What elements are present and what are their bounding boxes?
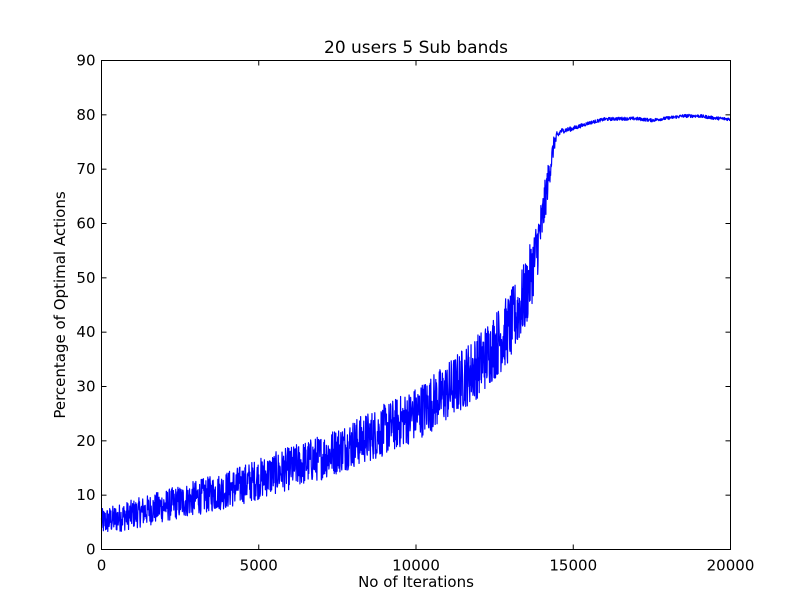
y-tick-label: 40 — [76, 323, 95, 341]
y-tick-label: 90 — [76, 52, 95, 70]
x-tick-label: 10000 — [392, 557, 440, 575]
y-tick-label: 0 — [86, 541, 96, 559]
x-tick-label: 15000 — [549, 557, 597, 575]
x-tick-label: 0 — [97, 557, 107, 575]
series-line — [100, 113, 732, 533]
y-tick-label: 30 — [76, 378, 95, 396]
y-tick-label: 20 — [76, 432, 95, 450]
y-tick-label: 70 — [76, 160, 95, 178]
y-tick-label: 80 — [76, 106, 95, 124]
x-tick-label: 20000 — [707, 557, 755, 575]
y-tick-label: 50 — [76, 269, 95, 287]
y-tick-label: 60 — [76, 215, 95, 233]
y-tick-label: 10 — [76, 486, 95, 504]
x-axis-label: No of Iterations — [358, 573, 474, 591]
plot-area — [100, 113, 732, 533]
x-tick-label: 5000 — [240, 557, 278, 575]
y-axis-label: Percentage of Optimal Actions — [51, 191, 69, 418]
chart-title: 20 users 5 Sub bands — [324, 38, 508, 58]
axis-ticks: 0 5000 10000 15000 20000 0 10 20 30 40 50 60 70 80 90 — [76, 52, 754, 575]
